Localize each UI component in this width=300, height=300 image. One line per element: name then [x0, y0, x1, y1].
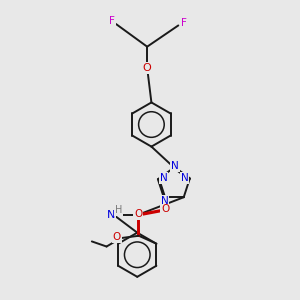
Text: O: O — [143, 63, 152, 73]
Text: N: N — [181, 173, 188, 183]
Text: N: N — [171, 161, 179, 171]
Text: O: O — [134, 209, 142, 219]
Text: F: F — [181, 18, 187, 28]
Text: N: N — [106, 209, 115, 220]
Text: N: N — [160, 196, 168, 206]
Text: N: N — [160, 173, 167, 183]
Text: O: O — [112, 232, 121, 242]
Text: H: H — [115, 205, 122, 215]
Text: F: F — [109, 16, 115, 26]
Text: O: O — [161, 204, 169, 214]
